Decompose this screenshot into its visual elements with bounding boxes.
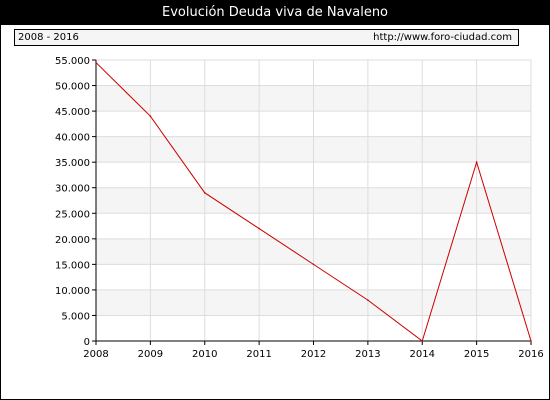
x-tick-label: 2011 [246,349,271,360]
y-tick-label: 0 [84,337,90,348]
y-tick-label: 35.000 [55,158,90,169]
y-tick-label: 50.000 [55,82,90,93]
y-tick-label: 30.000 [55,184,90,195]
x-tick-label: 2016 [518,349,543,360]
data-point [475,161,478,163]
source-url: http://www.foro-ciudad.com [373,32,512,43]
x-tick-label: 2008 [83,349,108,360]
data-point [530,340,532,342]
y-tick-label: 45.000 [55,107,90,118]
data-point [149,115,152,117]
data-point [95,61,97,64]
data-point [258,227,260,230]
x-tick-label: 2010 [192,349,217,360]
x-tick-label: 2009 [138,349,163,360]
data-point [367,299,369,301]
data-point [203,192,206,194]
y-tick-label: 40.000 [55,133,90,144]
chart-title: Evolución Deuda viva de Navaleno [0,0,550,25]
data-point [312,263,315,266]
y-tick-label: 15.000 [55,260,90,271]
info-box: 2008 - 2016 http://www.foro-ciudad.com [14,29,519,46]
x-tick-label: 2013 [355,349,380,360]
axes [92,59,532,345]
data-series [95,61,532,342]
y-tick-label: 5.000 [61,311,90,322]
vertical-gridlines [95,60,532,341]
x-tick-label: 2015 [464,349,489,360]
y-tick-label: 10.000 [55,286,90,297]
y-tick-label: 25.000 [55,209,90,220]
data-point [421,340,424,342]
y-tick-label: 20.000 [55,235,90,246]
y-axis-tick-labels: 0 5.000 10.000 15.000 20.000 25.000 30.000 35.0… [55,56,90,348]
x-tick-label: 2012 [301,349,326,360]
x-tick-label: 2014 [410,349,435,360]
period-label: 2008 - 2016 [18,32,79,43]
y-tick-label: 55.000 [55,56,90,67]
x-axis-tick-labels: 2008 2009 2010 2011 2012 2013 2014 2015 2016 [83,349,543,360]
